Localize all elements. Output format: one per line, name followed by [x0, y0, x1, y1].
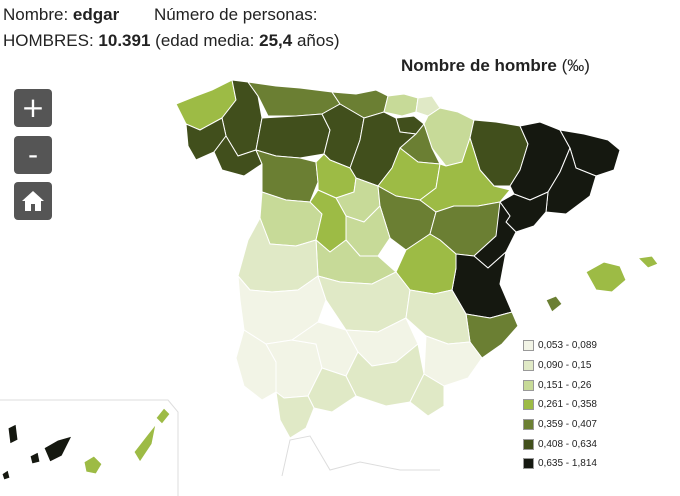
region-menorca[interactable]	[637, 255, 659, 269]
map-title-unit: (‰)	[561, 56, 590, 75]
region-leon[interactable]	[255, 113, 331, 159]
legend-label: 0,408 - 0,634	[538, 438, 597, 450]
name-info-header: Nombre: edgar Número de personas: HOMBRE…	[3, 2, 339, 54]
legend-swatch	[523, 379, 534, 391]
region-grancanaria[interactable]	[83, 455, 103, 475]
home-icon	[22, 191, 44, 211]
region-zamora[interactable]	[255, 149, 319, 203]
persons-label: Número de personas:	[153, 5, 318, 24]
legend-swatch	[523, 438, 534, 450]
legend-label: 0,053 - 0,089	[538, 340, 597, 352]
legend-item: 0,359 - 0,407	[523, 415, 597, 435]
region-lanzarote[interactable]	[155, 407, 171, 425]
region-ibiza[interactable]	[545, 295, 563, 313]
region-tenerife[interactable]	[43, 435, 73, 463]
legend-swatch	[523, 360, 534, 372]
legend-item: 0,053 - 0,089	[523, 336, 597, 356]
legend-item: 0,151 - 0,26	[523, 375, 597, 395]
name-label: Nombre:	[3, 5, 69, 24]
canary-inset-frame	[0, 399, 179, 496]
region-barcelona[interactable]	[545, 147, 597, 215]
zoom-in-button[interactable]: +	[14, 89, 52, 127]
home-button[interactable]	[14, 182, 52, 220]
legend-label: 0,151 - 0,26	[538, 379, 592, 391]
legend-item: 0,408 - 0,634	[523, 434, 597, 454]
legend-item: 0,635 - 1,814	[523, 454, 597, 474]
legend-swatch	[523, 458, 534, 470]
legend-label: 0,635 - 1,814	[538, 458, 597, 470]
map-legend: 0,053 - 0,089 0,090 - 0,15 0,151 - 0,26 0,2…	[523, 336, 597, 474]
region-badajoz[interactable]	[237, 275, 327, 345]
region-lapalma[interactable]	[7, 423, 19, 445]
region-fuerteventura[interactable]	[133, 423, 157, 463]
legend-swatch	[523, 419, 534, 431]
men-label: HOMBRES:	[3, 31, 94, 50]
region-asturias[interactable]	[247, 81, 341, 117]
region-zaragoza[interactable]	[419, 137, 511, 213]
men-row: HOMBRES: 10.391 (edad media: 25,4 años)	[3, 28, 339, 54]
region-gomera[interactable]	[29, 451, 41, 465]
legend-label: 0,359 - 0,407	[538, 419, 597, 431]
region-mallorca[interactable]	[585, 261, 627, 293]
name-row: Nombre: edgar Número de personas:	[3, 2, 339, 28]
legend-item: 0,090 - 0,15	[523, 356, 597, 376]
legend-swatch	[523, 340, 534, 352]
legend-label: 0,261 - 0,358	[538, 399, 597, 411]
zoom-out-button[interactable]: -	[14, 136, 52, 174]
age-prefix: (edad media:	[155, 31, 255, 50]
region-hierro[interactable]	[1, 469, 11, 481]
africa-coastline	[281, 435, 440, 477]
name-value: edgar	[72, 5, 120, 24]
region-cadiz[interactable]	[275, 391, 315, 439]
legend-label: 0,090 - 0,15	[538, 360, 592, 372]
legend-item: 0,261 - 0,358	[523, 395, 597, 415]
men-value: 10.391	[98, 31, 151, 50]
age-suffix: años)	[296, 31, 340, 50]
map-title: Nombre de hombre (‰)	[401, 56, 590, 76]
legend-swatch	[523, 399, 534, 411]
region-vizcaya[interactable]	[383, 93, 419, 117]
age-value: 25,4	[259, 31, 293, 50]
map-title-text: Nombre de hombre	[401, 56, 557, 75]
region-almeria[interactable]	[409, 373, 445, 417]
